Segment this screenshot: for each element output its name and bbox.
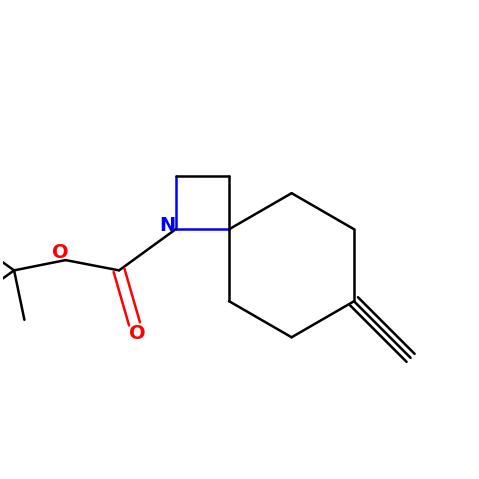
Text: N: N [160,216,176,235]
Text: O: O [52,243,68,262]
Text: O: O [129,324,146,342]
